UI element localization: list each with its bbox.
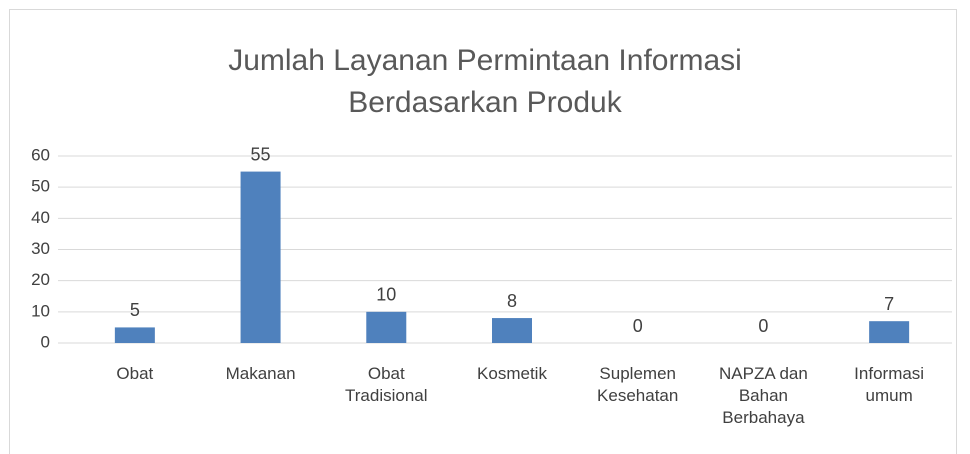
chart-title: Berdasarkan Produk	[348, 86, 622, 119]
chart-frame	[9, 9, 957, 454]
chart-title: Jumlah Layanan Permintaan Informasi	[228, 44, 742, 77]
data-label: 8	[507, 291, 517, 311]
y-tick-label: 60	[31, 145, 50, 164]
data-label: 55	[251, 144, 271, 164]
x-tick-label: Obat	[116, 364, 154, 383]
data-label: 0	[758, 316, 768, 336]
x-tick-label: Makanan	[225, 364, 296, 383]
data-label: 7	[884, 294, 894, 314]
data-label: 0	[633, 316, 643, 336]
y-tick-label: 20	[31, 270, 50, 289]
data-label: 10	[376, 285, 396, 305]
bar	[869, 321, 910, 343]
x-tick-label: Obat Tradisional	[345, 364, 428, 405]
bar	[366, 311, 407, 343]
data-label: 5	[130, 300, 140, 320]
x-tick-label: NAPZA dan Bahan Berbahaya	[719, 364, 808, 427]
y-tick-label: 0	[41, 332, 50, 351]
bar	[114, 327, 155, 343]
x-tick-label: Suplemen Kesehatan	[597, 364, 679, 405]
y-tick-label: 10	[31, 301, 50, 320]
y-tick-label: 30	[31, 239, 50, 258]
x-tick-label: Informasi umum	[854, 364, 925, 405]
bar	[240, 171, 281, 343]
y-tick-label: 50	[31, 177, 50, 196]
y-tick-label: 40	[31, 208, 50, 227]
bar	[492, 318, 532, 343]
x-tick-label: Kosmetik	[477, 364, 547, 383]
